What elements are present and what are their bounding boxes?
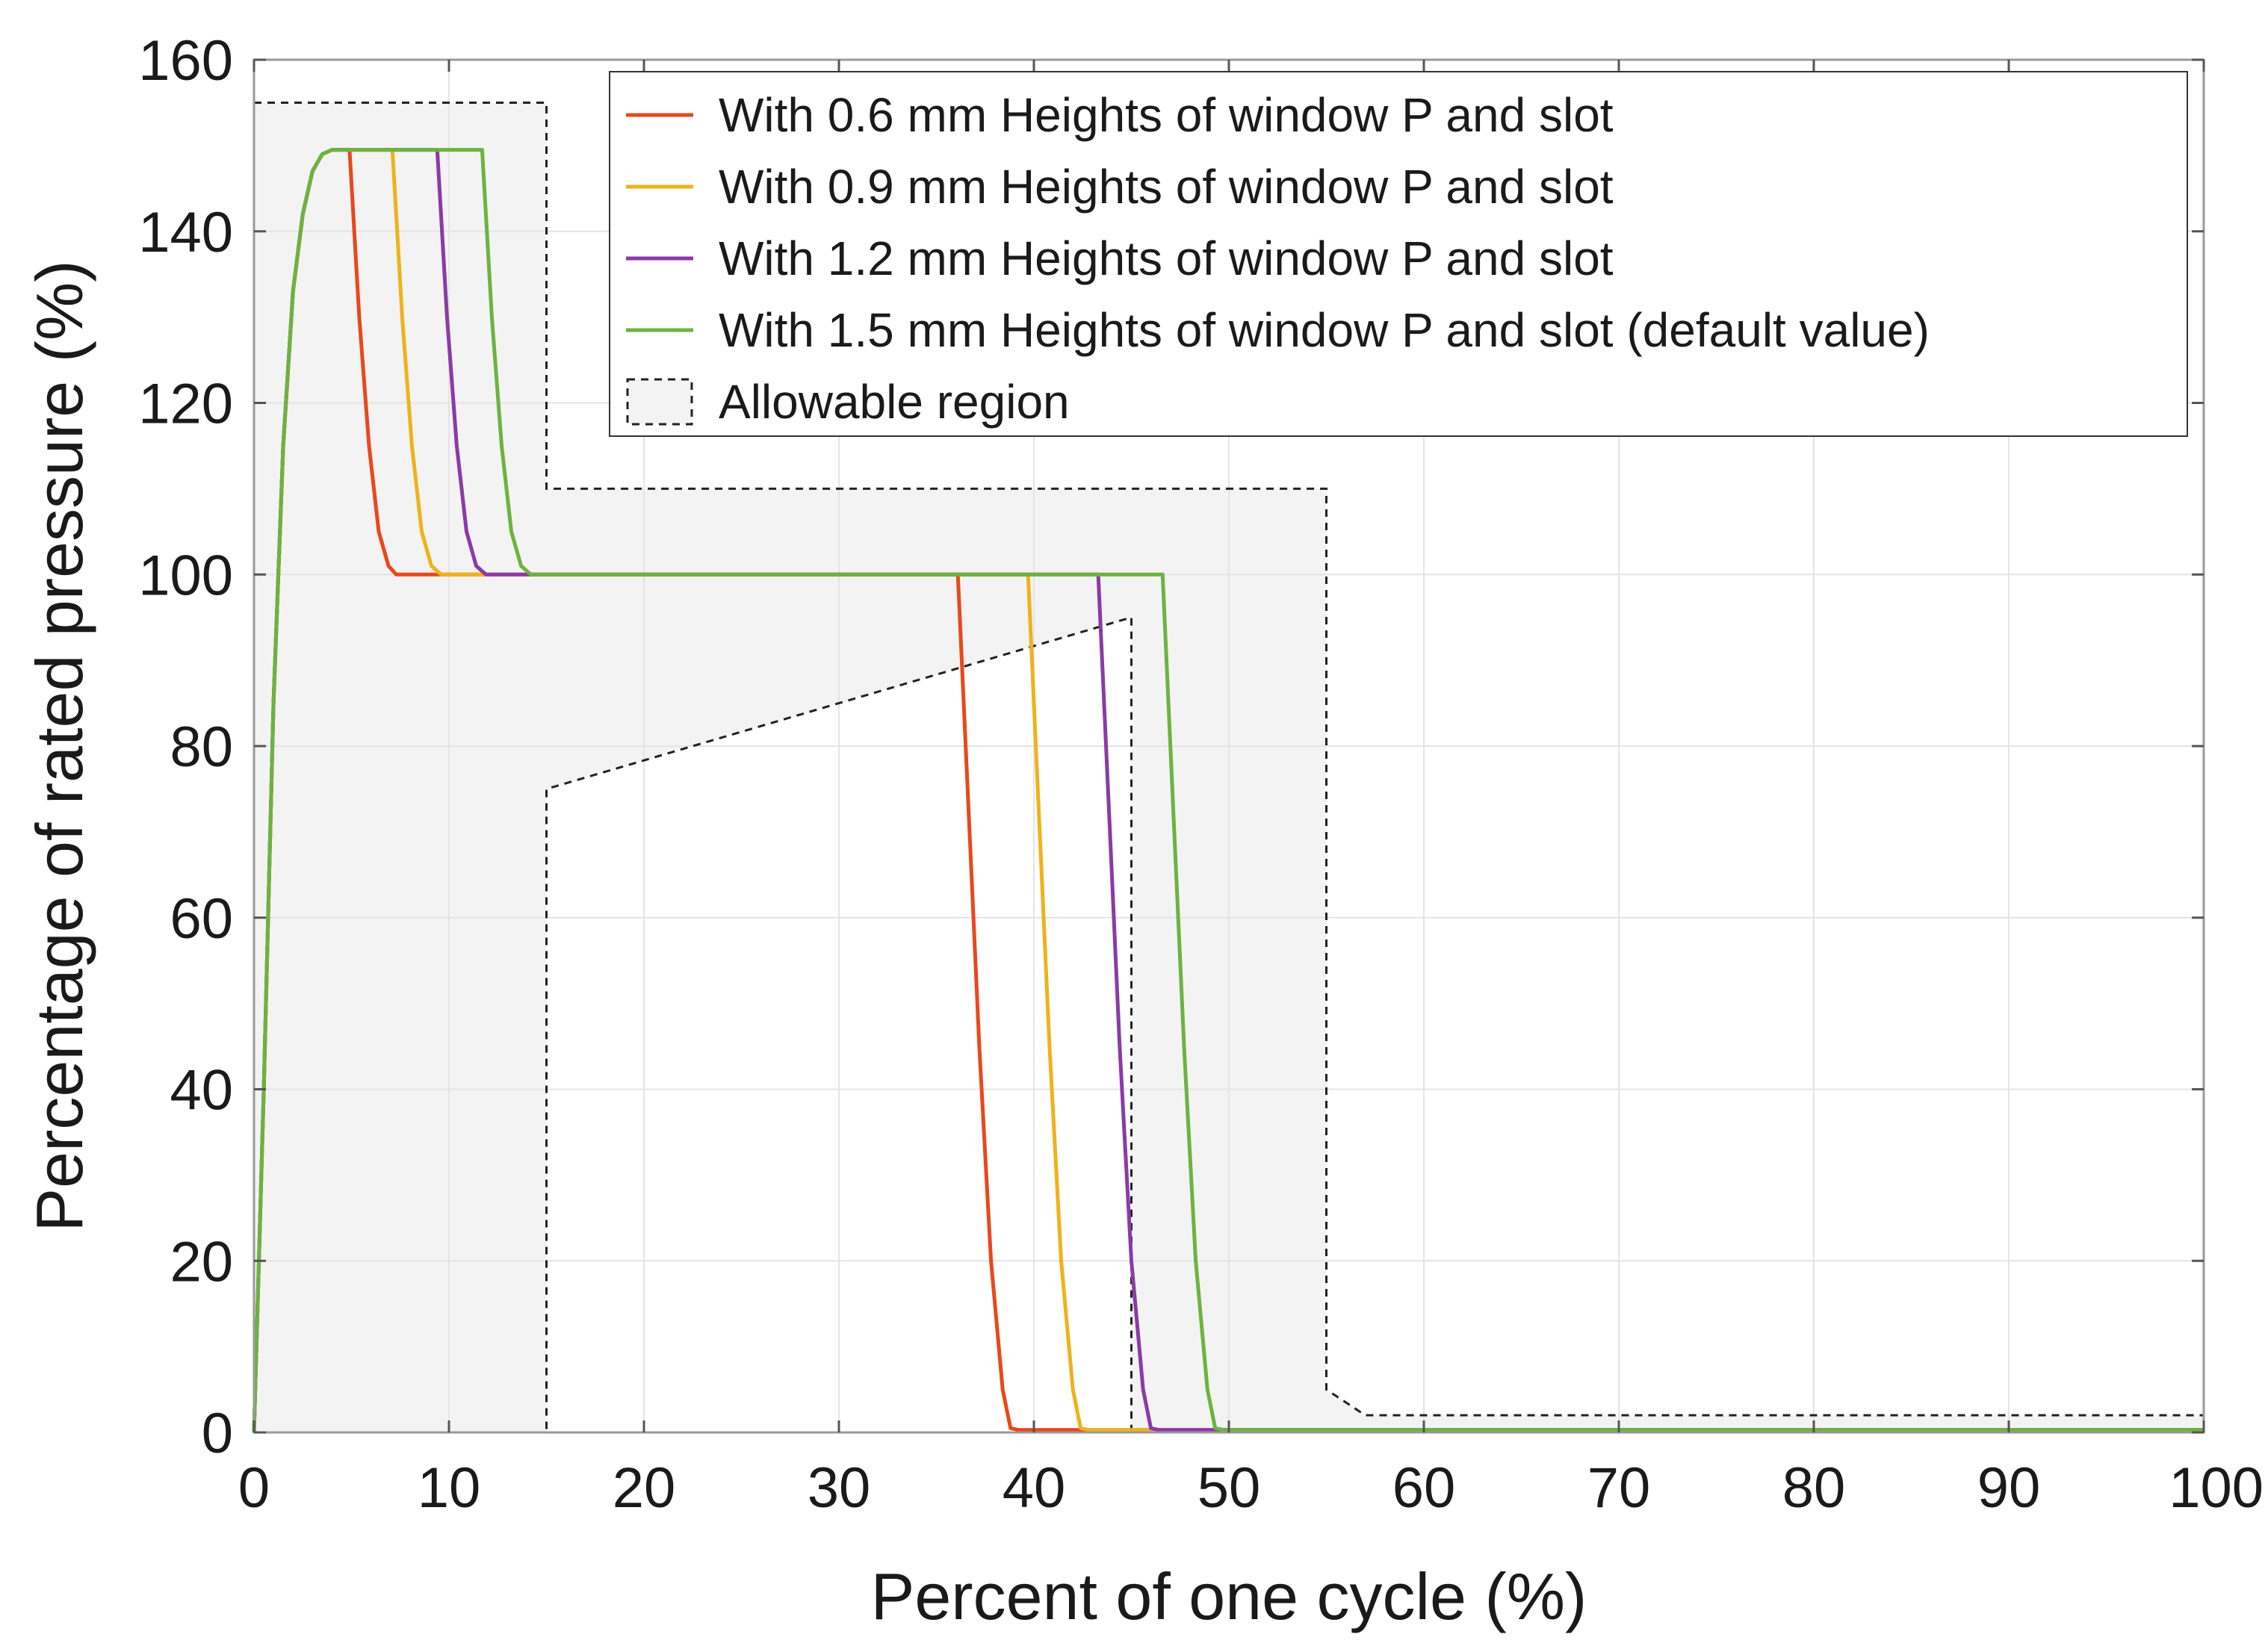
legend-box: [609, 71, 2188, 437]
series-lines: [252, 148, 2204, 1433]
legend-label-1: With 0.6 mm Heights of window P and slot: [719, 88, 1614, 142]
legend-swatch-region: [626, 378, 693, 426]
x-tick-label: 80: [1782, 1456, 1846, 1520]
y-tick-label: 80: [170, 715, 233, 779]
legend-label-5: Allowable region: [719, 375, 1070, 429]
x-tick-label: 60: [1392, 1456, 1456, 1520]
x-tick-labels: 0 10 20 30 40 50 60 70 80 90 100: [238, 1456, 2264, 1520]
legend-label-3: With 1.2 mm Heights of window P and slot: [719, 232, 1614, 285]
allowable-upper-bound: [254, 101, 2204, 1417]
legend-label-4: With 1.5 mm Heights of window P and slot…: [719, 303, 1930, 357]
y-tick-label: 100: [138, 544, 233, 607]
x-tick-label: 0: [238, 1456, 270, 1520]
y-tick-label: 0: [202, 1402, 233, 1465]
x-tick-label: 20: [613, 1456, 676, 1520]
legend-label-2: With 0.9 mm Heights of window P and slot: [719, 160, 1614, 214]
y-tick-label: 40: [170, 1059, 233, 1122]
y-tick-label: 60: [170, 887, 233, 951]
x-tick-label: 50: [1197, 1456, 1261, 1520]
y-tick-label: 120: [138, 373, 233, 436]
x-tick-label: 40: [1003, 1456, 1066, 1520]
x-axis-title: Percent of one cycle (%): [871, 1559, 1587, 1633]
x-tick-label: 70: [1587, 1456, 1651, 1520]
legend: With 0.6 mm Heights of window P and slot…: [609, 71, 2188, 437]
series-line-4: [252, 148, 2204, 1433]
x-tick-label: 100: [2169, 1456, 2264, 1520]
x-tick-label: 30: [808, 1456, 871, 1520]
y-axis-title: Percentage of rated pressure (%): [22, 260, 96, 1232]
y-tick-label: 160: [138, 29, 233, 93]
x-tick-label: 90: [1977, 1456, 2041, 1520]
axis-ticks: [252, 58, 2205, 1434]
y-tick-label: 20: [170, 1230, 233, 1294]
x-tick-label: 10: [418, 1456, 481, 1520]
y-tick-labels: 0 20 40 60 80 100 120 140 160: [138, 29, 233, 1465]
y-tick-label: 140: [138, 201, 233, 264]
